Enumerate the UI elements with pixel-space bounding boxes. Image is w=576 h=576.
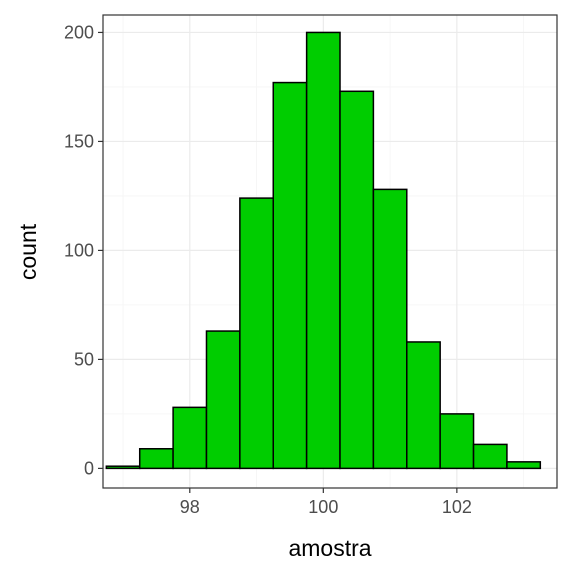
y-tick-label: 200 xyxy=(64,22,94,42)
histogram-bar xyxy=(339,90,375,470)
y-tick-label: 50 xyxy=(74,349,94,369)
y-axis-tick-labels: 0 50 100 150 200 xyxy=(64,22,94,478)
x-tick-label: 100 xyxy=(308,497,338,517)
y-tick-label: 150 xyxy=(64,131,94,151)
y-tick-label: 0 xyxy=(84,458,94,478)
histogram-bar xyxy=(506,461,542,470)
y-axis-title: count xyxy=(15,223,41,280)
histogram-bar xyxy=(439,413,475,470)
x-tick-label: 98 xyxy=(180,497,200,517)
x-axis-title: amostra xyxy=(288,535,371,561)
x-tick-label: 102 xyxy=(442,497,472,517)
histogram-bar xyxy=(105,465,141,470)
histogram-bar xyxy=(372,188,408,470)
histogram-bar xyxy=(472,443,508,470)
histogram-bar xyxy=(172,406,208,470)
x-axis-tick-labels: 98 100 102 xyxy=(180,497,472,517)
histogram-bar xyxy=(272,81,308,470)
histogram-bar xyxy=(406,341,441,470)
axis-ticks xyxy=(98,31,458,493)
histogram-bars xyxy=(105,31,542,470)
y-tick-label: 100 xyxy=(64,240,94,260)
panel-border xyxy=(102,14,558,489)
histogram-bar xyxy=(305,31,341,470)
histogram-bar xyxy=(205,330,241,470)
histogram-bar xyxy=(138,448,174,470)
histogram-bar xyxy=(239,197,274,470)
